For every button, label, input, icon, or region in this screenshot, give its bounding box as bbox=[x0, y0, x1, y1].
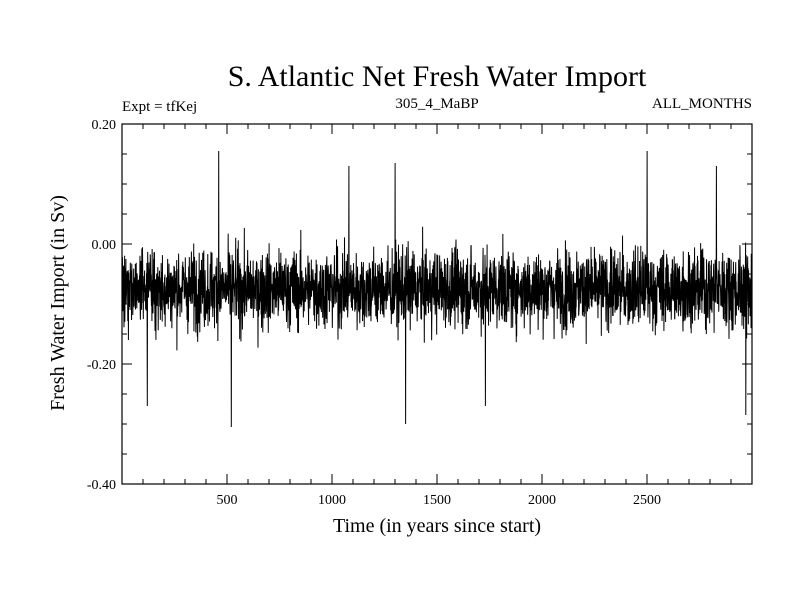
x-tick-label: 2500 bbox=[633, 493, 661, 508]
x-axis-label: Time (in years since start) bbox=[333, 515, 541, 537]
y-tick-label: 0.20 bbox=[92, 118, 117, 133]
y-axis-label: Fresh Water Import (in Sv) bbox=[47, 195, 69, 411]
x-tick-label: 2000 bbox=[528, 493, 556, 508]
ticks-layer: 500 1000 1500 2000 2500 0.20 0.00 -0.20 -0.40 bbox=[87, 118, 752, 508]
subtitle-experiment: Expt = tfKej bbox=[122, 99, 197, 115]
chart-title: S. Atlantic Net Fresh Water Import bbox=[228, 60, 647, 93]
x-tick-label: 1500 bbox=[423, 493, 451, 508]
y-tick-label: -0.40 bbox=[87, 478, 116, 493]
x-tick-label: 1000 bbox=[318, 493, 346, 508]
x-tick-label: 500 bbox=[217, 493, 238, 508]
subtitle-run: 305_4_MaBP bbox=[395, 96, 478, 112]
series-layer bbox=[121, 150, 753, 428]
y-tick-label: -0.20 bbox=[87, 358, 116, 373]
series-line bbox=[121, 150, 753, 428]
subtitle-months: ALL_MONTHS bbox=[652, 96, 752, 112]
y-tick-label: 0.00 bbox=[92, 238, 117, 253]
